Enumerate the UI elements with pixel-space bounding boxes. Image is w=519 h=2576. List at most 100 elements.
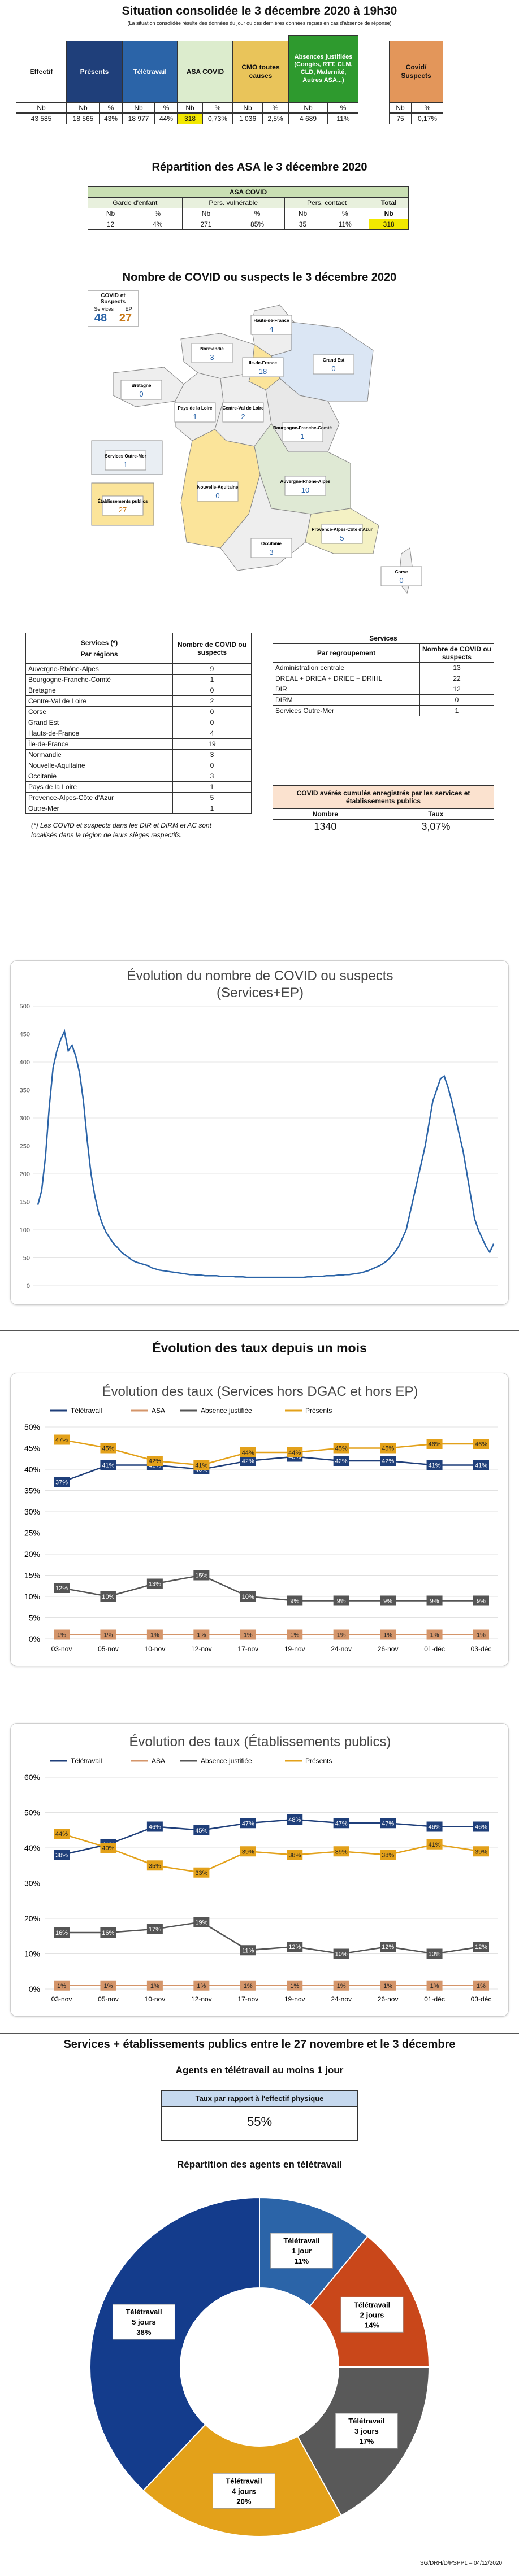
taux-title: Évolution des taux depuis un mois [152, 1341, 367, 1355]
region-name: Île-de-France [25, 738, 173, 750]
pie-title: Répartition des agents en télétravail [0, 2159, 519, 2170]
data-label: 1% [57, 1983, 66, 1990]
data-label-box [146, 1980, 163, 1991]
data-label-box [240, 1980, 256, 1991]
y-tick-label: 0% [29, 1634, 40, 1643]
data-label: 1% [290, 1632, 299, 1639]
data-label-box [380, 1629, 396, 1640]
data-label-box [473, 1980, 489, 1991]
pct-teletravail: % [155, 103, 178, 113]
cumul-table: COVID avérés cumulés enregistrés par les… [273, 785, 495, 834]
map-region-name: Grand Est [323, 358, 345, 363]
data-point [45, 1156, 46, 1158]
series-line [37, 1029, 495, 1278]
map-region-name: Normandie [200, 346, 224, 351]
data-label-box [333, 1595, 349, 1606]
footer-text: SG/DRH/D/PSPP1 – 04/12/2020 [419, 2560, 502, 2566]
map-region-value: 3 [210, 353, 214, 362]
map-region-box [380, 566, 422, 586]
nb-absences: Nb [288, 103, 328, 113]
asa-value: 11% [321, 219, 370, 230]
value-asa-nb: 318 [178, 113, 202, 124]
data-label: 39% [475, 1848, 487, 1855]
asa-value: 35 [284, 219, 322, 230]
x-tick-label: 12-nov [191, 1645, 212, 1653]
data-label-box [426, 1595, 443, 1606]
legend-label: Absence justifiée [201, 1407, 252, 1415]
header-presents: Présents [67, 41, 122, 103]
y-tick-label: 400 [20, 1059, 30, 1066]
y-tick-label: 50 [23, 1255, 30, 1262]
data-point [432, 1100, 434, 1102]
data-label: 47% [382, 1820, 394, 1827]
value-teletravail-nb: 18 977 [122, 113, 155, 124]
grouping-count: 0 [419, 694, 494, 706]
region-name: Normandie [25, 749, 173, 760]
data-label-box [426, 1439, 443, 1449]
data-point [459, 1134, 460, 1135]
grouping-row: DIR 12 [273, 684, 494, 695]
x-tick-label: 10-nov [145, 1645, 166, 1653]
value-covid-pct: 0,17% [412, 113, 443, 124]
data-label: 41% [429, 1463, 441, 1469]
data-label-box [426, 1980, 443, 1991]
pie-label-text: Télétravail [226, 2477, 262, 2485]
cumul-nombre: 1340 [273, 819, 378, 834]
data-label-box [240, 1945, 256, 1956]
chart-title: Évolution des taux (Services hors DGAC e… [102, 1384, 418, 1399]
y-tick-label: 150 [20, 1199, 30, 1206]
y-tick-label: 100 [20, 1227, 30, 1234]
y-tick-label: 30% [24, 1507, 40, 1516]
data-label-box [54, 1829, 70, 1839]
data-label: 38% [55, 1852, 68, 1859]
regions-row: Hauts-de-France 4 [25, 728, 252, 739]
header-absences: Absences justifiées (Congés, RTT, CLM, C… [288, 35, 358, 103]
data-label: 47% [242, 1820, 254, 1827]
map-title: Nombre de COVID ou suspects le 3 décembr… [122, 271, 397, 284]
pct-covid: % [412, 103, 443, 113]
data-label: 10% [429, 1951, 441, 1958]
data-label: 41% [475, 1463, 487, 1469]
data-point [41, 1190, 42, 1191]
x-tick-label: 17-nov [237, 1645, 258, 1653]
data-label-box [193, 1460, 210, 1470]
pie-label-text: 17% [359, 2437, 374, 2446]
map-region-name: Auvergne-Rhône-Alpes [280, 479, 331, 484]
map-region-value: 5 [340, 534, 344, 542]
data-label-box [426, 1839, 443, 1850]
map-region-name: Ile-de-France [249, 360, 277, 365]
grouping-table-title: Services [273, 633, 494, 644]
pie-label-text: 4 jours [232, 2487, 256, 2495]
france-map: Hauts-de-France 4 Normandie 3 Ile-de-France 1… [91, 304, 422, 594]
regions-row: Outre-Mer 1 [25, 803, 252, 814]
data-label-box [193, 1980, 210, 1991]
x-tick-label: 05-nov [98, 1995, 119, 2003]
data-label: 40% [102, 1845, 114, 1852]
grouping-row: DIRM 0 [273, 694, 494, 706]
data-point [132, 1260, 133, 1261]
data-label-box [287, 1980, 303, 1991]
value-cmo-nb: 1 036 [233, 113, 262, 124]
data-label-box [333, 1980, 349, 1991]
pct-presents: % [100, 103, 122, 113]
x-tick-label: 05-nov [98, 1645, 119, 1653]
regions-table-title: Services (*) [80, 638, 118, 647]
map-legend-services-value: 48 [94, 312, 107, 324]
asa-value: 4% [133, 219, 183, 230]
data-label: 1% [337, 1983, 346, 1990]
data-label: 42% [149, 1458, 161, 1465]
data-label-box [100, 1843, 116, 1853]
asa-table-title: ASA COVID [88, 186, 409, 198]
y-tick-label: 5% [29, 1613, 40, 1622]
region-name: Nouvelle-Aquitaine [25, 760, 173, 771]
page-title: Situation consolidée le 3 décembre 2020 … [122, 5, 397, 18]
y-tick-label: 50% [24, 1808, 40, 1817]
data-point [140, 1263, 141, 1264]
data-point [193, 1274, 194, 1275]
asa-value: 271 [181, 219, 231, 230]
pie-label-text: 5 jours [132, 2318, 156, 2326]
map-region-value: 10 [301, 486, 309, 494]
x-tick-label: 03-nov [51, 1645, 72, 1653]
y-tick-label: 500 [20, 1003, 30, 1010]
